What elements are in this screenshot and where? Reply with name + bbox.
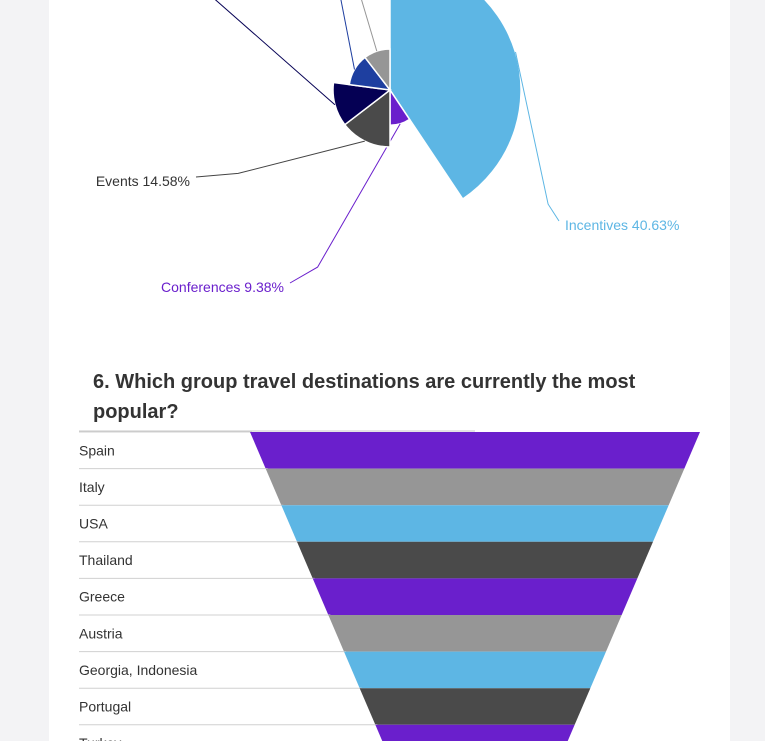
pie-label-events: Events 14.58% <box>96 173 190 189</box>
pie-leader-line-4 <box>340 0 355 70</box>
funnel-label-austria: Austria <box>79 625 123 641</box>
pie-slice-events[interactable] <box>343 88 391 148</box>
funnel-segment-portugal[interactable] <box>359 688 591 725</box>
pie-chart: Incentives 40.63% Conferences 9.38% Events… <box>96 0 679 295</box>
pie-slice-unlabelled-5[interactable] <box>363 48 391 93</box>
pie-leader-line-incentives <box>515 51 560 222</box>
funnel-segment-usa[interactable] <box>281 505 669 542</box>
funnel-segment-spain[interactable] <box>250 432 700 469</box>
funnel-label-thailand: Thailand <box>79 552 133 568</box>
pie-leader-line-3 <box>214 0 336 106</box>
funnel-label-greece: Greece <box>79 589 125 605</box>
funnel-segment-thailand[interactable] <box>297 541 653 579</box>
pie-leader-line-5 <box>361 0 378 52</box>
funnel-segment-georgia-indonesia[interactable] <box>344 651 606 689</box>
pie-label-incentives: Incentives 40.63% <box>565 217 679 233</box>
funnel-segment-austria[interactable] <box>328 615 622 652</box>
pie-slice-unlabelled-3[interactable] <box>332 81 392 126</box>
funnel-label-spain: Spain <box>79 442 115 458</box>
pie-label-conferences: Conferences 9.38% <box>161 279 284 295</box>
question-title: 6. Which group travel destinations are c… <box>93 371 636 423</box>
funnel-label-turkey: Turkey <box>79 735 121 741</box>
funnel-segment-turkey[interactable] <box>375 724 575 741</box>
pie-leader-line-events <box>195 140 365 178</box>
pie-leader-line-conferences <box>289 123 401 284</box>
pie-slice-incentives[interactable] <box>389 0 522 201</box>
funnel-segment-italy[interactable] <box>265 468 685 506</box>
survey-card: Incentives 40.63% Conferences 9.38% Events… <box>49 0 730 741</box>
funnel-segment-greece[interactable] <box>312 578 638 615</box>
funnel-label-usa: USA <box>79 516 108 532</box>
funnel-label-portugal: Portugal <box>79 699 131 715</box>
funnel-chart: Spain Italy USA Thailand Greece Austria Georgi… <box>79 430 700 741</box>
funnel-label-georgia-indonesia: Georgia, Indonesia <box>79 662 198 678</box>
funnel-label-italy: Italy <box>79 479 105 495</box>
